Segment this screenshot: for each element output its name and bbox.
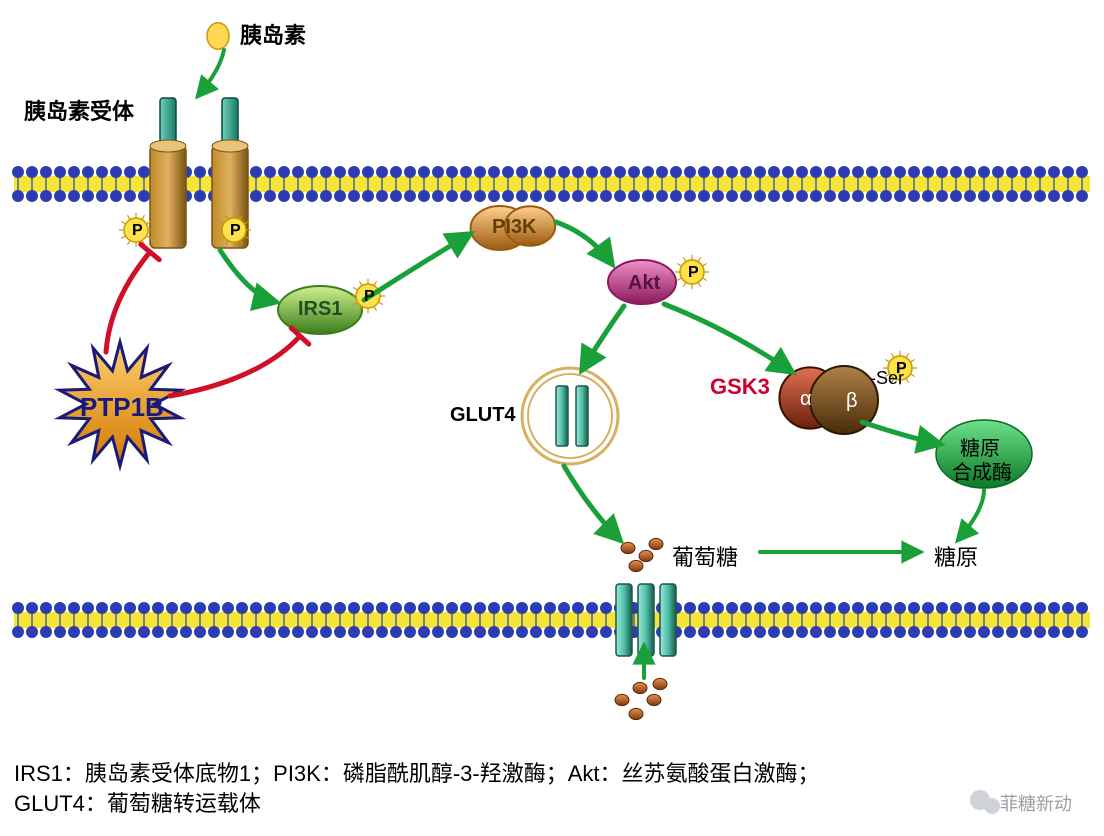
legend-line2: GLUT4：葡萄糖转运载体: [14, 786, 261, 818]
watermark-text: 菲糖新动: [1000, 790, 1072, 816]
phospho-p3: P: [364, 288, 375, 306]
phospho-p1: P: [132, 222, 143, 240]
phospho-p4: P: [688, 264, 699, 282]
pathway-diagram: 胰岛素 胰岛素受体 PTP1B IRS1 PI3K Akt GSK3 -Ser …: [0, 0, 1104, 836]
label-alpha: α: [800, 388, 812, 411]
label-glut4: GLUT4: [450, 404, 516, 427]
label-synthase-line2: 合成酶: [952, 456, 1012, 485]
label-beta: β: [846, 390, 858, 413]
diagram-svg: [0, 0, 1104, 836]
label-pi3k: PI3K: [492, 216, 536, 239]
label-glycogen: 糖原: [934, 540, 978, 572]
label-irs1: IRS1: [298, 298, 342, 321]
label-gsk3: GSK3: [710, 374, 770, 400]
label-akt: Akt: [628, 272, 660, 295]
label-glucose: 葡萄糖: [672, 540, 738, 572]
legend-line1: IRS1：胰岛素受体底物1；PI3K：磷脂酰肌醇-3-羟激酶；Akt：丝苏氨酸蛋…: [14, 756, 820, 788]
label-receptor: 胰岛素受体: [24, 94, 134, 126]
label-insulin: 胰岛素: [240, 18, 306, 50]
phospho-p2: P: [230, 222, 241, 240]
label-ptp1b: PTP1B: [80, 392, 164, 423]
phospho-p5: P: [896, 360, 907, 378]
